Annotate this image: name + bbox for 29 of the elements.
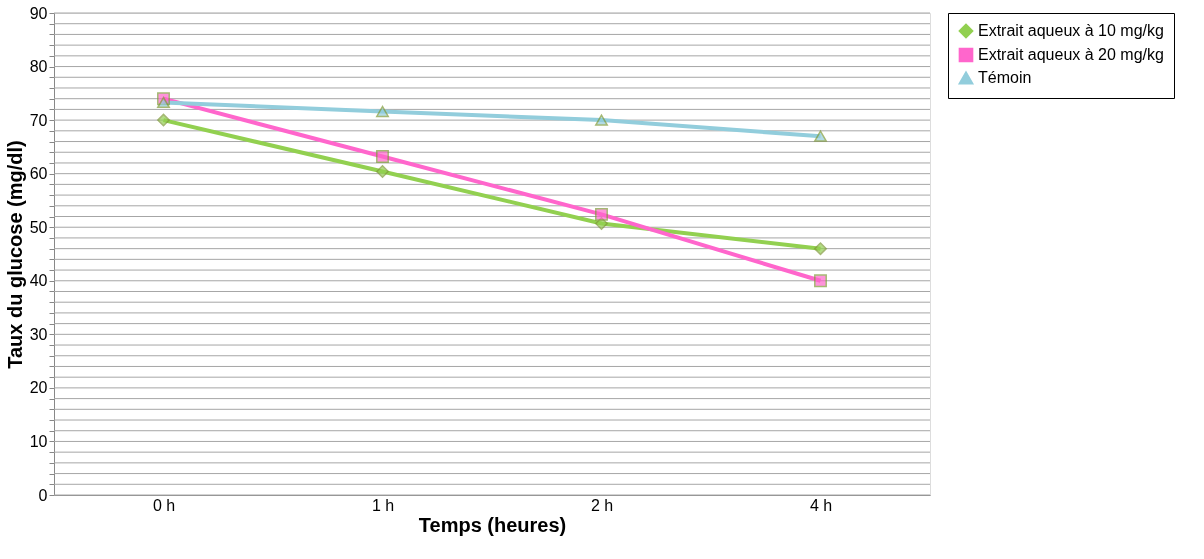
y-tick-label: 80 — [29, 58, 48, 76]
point — [814, 242, 827, 256]
x-tick-label: 2 h — [590, 496, 614, 514]
point — [157, 96, 170, 109]
point — [157, 113, 170, 127]
point — [376, 165, 389, 178]
point — [376, 150, 389, 163]
x-tick-label: 1 h — [371, 496, 395, 514]
y-tick-label: 90 — [29, 4, 48, 22]
y-tick-label: 40 — [29, 272, 48, 290]
y-tick-label: 0 — [38, 486, 48, 504]
y-tick-label: 70 — [29, 111, 48, 129]
x-tick-label: 4 h — [809, 496, 833, 514]
x-tick-label: 0 h — [152, 496, 176, 514]
y-tick-label: 20 — [29, 379, 48, 397]
point — [814, 130, 827, 142]
point — [595, 207, 608, 221]
legend-label: Témoin — [978, 69, 1032, 86]
y-axis-title: Taux du glucose (mg/dl) — [3, 140, 26, 369]
y-tick-label: 60 — [29, 165, 48, 183]
point — [595, 114, 608, 126]
legend-label: Extrait aqueux à 10 mg/kg — [978, 22, 1164, 39]
legend-label: Extrait aqueux à 20 mg/kg — [978, 46, 1164, 63]
x-axis-title: Temps (heures) — [418, 513, 567, 536]
point — [814, 274, 827, 288]
y-tick-label: 50 — [29, 218, 48, 236]
y-tick-label: 30 — [29, 325, 48, 343]
point — [376, 105, 389, 118]
y-tick-label: 10 — [29, 432, 48, 450]
